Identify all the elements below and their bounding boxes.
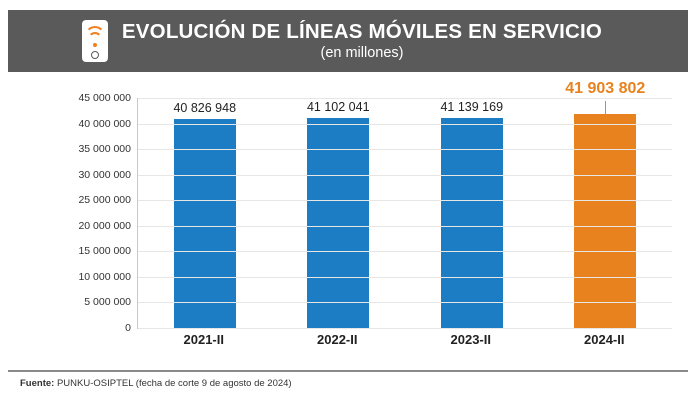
wifi-glyph xyxy=(84,26,105,47)
grid-line xyxy=(138,98,672,99)
page-subtitle: (en millones) xyxy=(320,45,404,62)
header-titles: EVOLUCIÓN DE LÍNEAS MÓVILES EN SERVICIO … xyxy=(122,21,602,62)
x-axis-labels: 2021-II 2022-II 2023-II 2024-II xyxy=(137,332,671,352)
bar-value-label: 41 102 041 xyxy=(306,99,370,114)
wifi-dot xyxy=(92,43,97,47)
y-axis-tick-label: 10 000 000 xyxy=(78,270,131,283)
plot-region: 40 826 948 41 102 041 41 139 169 41 903 802… xyxy=(78,80,673,334)
grid-line xyxy=(138,251,672,253)
bar-value-label: 41 139 169 xyxy=(440,99,504,114)
grid-line xyxy=(138,302,672,304)
chart-area: 40 826 948 41 102 041 41 139 169 41 903 802… xyxy=(8,80,688,366)
y-axis-tick-label: 0 xyxy=(125,322,131,334)
bar[interactable]: 41 139 169 xyxy=(440,100,503,328)
source-note: Fuente: PUNKU-OSIPTEL (fecha de corte 9 … xyxy=(20,378,292,389)
bar-column: 40 826 948 xyxy=(138,98,272,328)
source-label: Fuente: xyxy=(20,378,55,389)
x-axis-category-label: 2022-II xyxy=(317,332,358,347)
bar-value-label: 40 826 948 xyxy=(173,101,237,116)
wifi-arc-inner xyxy=(87,32,102,46)
bar[interactable]: 41 102 041 xyxy=(307,100,370,328)
phone-home-button xyxy=(90,51,99,59)
header-content: EVOLUCIÓN DE LÍNEAS MÓVILES EN SERVICIO … xyxy=(81,20,602,62)
grid-line xyxy=(138,149,672,151)
grid-line xyxy=(138,174,672,176)
grid-line xyxy=(138,200,672,202)
mobile-wifi-icon xyxy=(81,20,108,62)
callout-leader-line xyxy=(605,100,607,114)
grid-line xyxy=(138,123,672,125)
y-axis-tick-label: 25 000 000 xyxy=(78,194,131,207)
bar-value-label: 41 903 802 xyxy=(565,79,646,97)
bar[interactable]: 41 903 802 xyxy=(565,80,645,328)
y-axis-tick-label: 40 000 000 xyxy=(78,117,131,130)
y-axis-tick-label: 15 000 000 xyxy=(78,245,131,258)
y-axis-tick-label: 30 000 000 xyxy=(78,168,131,181)
bar-column: 41 139 169 xyxy=(405,98,539,328)
y-axis-tick-label: 5 000 000 xyxy=(84,296,131,309)
y-axis-tick-label: 45 000 000 xyxy=(78,92,131,104)
source-text: PUNKU-OSIPTEL (fecha de corte 9 de agost… xyxy=(56,378,292,389)
x-axis-category-label: 2023-II xyxy=(450,332,491,347)
y-axis-tick-label: 35 000 000 xyxy=(78,143,131,156)
x-axis-category-label: 2024-II xyxy=(584,332,625,347)
bar-group: 40 826 948 41 102 041 41 139 169 41 903 802 xyxy=(138,80,673,328)
footer-divider xyxy=(8,370,688,372)
y-axis-tick-label: 20 000 000 xyxy=(78,219,131,232)
page-title: EVOLUCIÓN DE LÍNEAS MÓVILES EN SERVICIO xyxy=(121,19,603,43)
grid-line xyxy=(138,276,672,278)
bar[interactable]: 40 826 948 xyxy=(173,101,236,328)
x-axis-category-label: 2021-II xyxy=(183,332,224,347)
bar-column: 41 102 041 xyxy=(272,98,406,328)
grid-line xyxy=(138,328,672,329)
grid-line xyxy=(138,225,672,227)
bar-column: 41 903 802 xyxy=(539,80,673,328)
wifi-arc-outer xyxy=(84,26,105,46)
chart-header-banner: EVOLUCIÓN DE LÍNEAS MÓVILES EN SERVICIO … xyxy=(8,10,688,72)
